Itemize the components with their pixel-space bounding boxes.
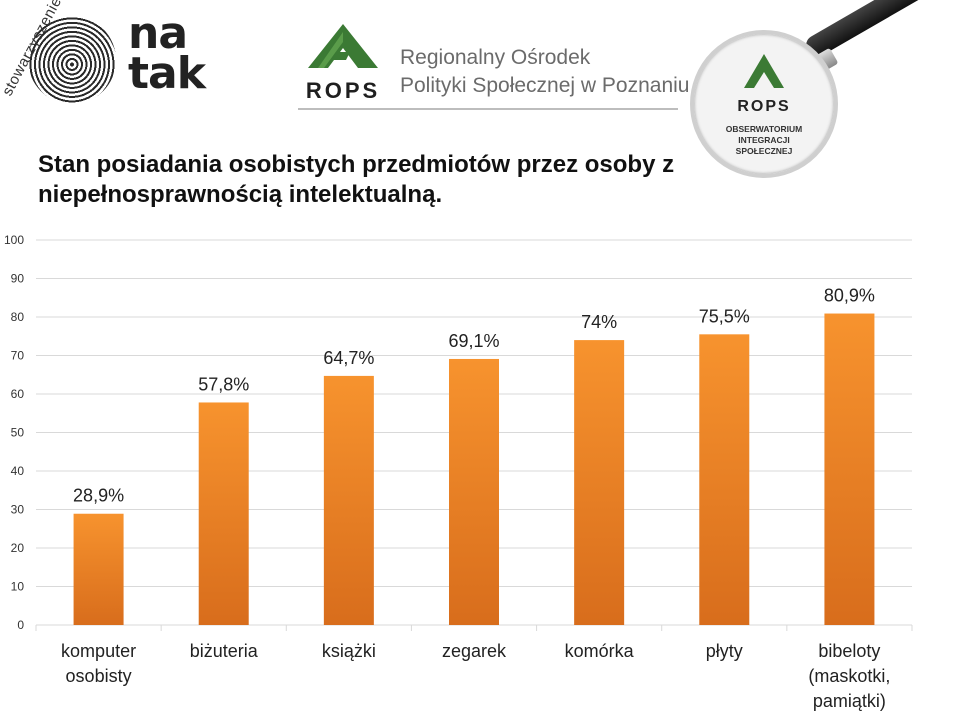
bar-chart: 0 10 20 30 40 50 60 70 80 90 100 28,9% komputer osobi…	[4, 233, 913, 711]
observatory-logo-text: ROPS	[737, 98, 791, 115]
rops-emblem-icon	[308, 24, 378, 68]
observatory-logo: ROPS OBSERWATORIUM INTEGRACJI SPOŁECZNEJ	[690, 30, 838, 178]
y-tick-label: 20	[11, 541, 25, 555]
data-label: 28,9%	[73, 486, 124, 506]
header: stowarzyszenie na tak ROPS Regionalny Oś…	[0, 0, 960, 178]
y-tick-label: 40	[11, 464, 25, 478]
bar	[323, 375, 374, 625]
category-label-line: książki	[322, 641, 376, 661]
bar-layer	[73, 313, 875, 625]
category-label: komórka	[565, 641, 635, 661]
page-title: Stan posiadania osobistych przedmiotów p…	[38, 151, 675, 208]
category-label: zegarek	[442, 641, 507, 661]
rops-name-line2: Polityki Społecznej w Poznaniu	[400, 74, 690, 97]
observatory-emblem-icon	[744, 54, 784, 88]
category-label: komputer osobisty	[61, 641, 136, 686]
header-divider	[298, 108, 678, 110]
data-label: 74%	[581, 312, 617, 332]
data-label: 69,1%	[448, 331, 499, 351]
category-label-line: komputer	[61, 641, 136, 661]
observatory-caption: OBSERWATORIUM INTEGRACJI SPOŁECZNEJ	[708, 124, 820, 157]
category-label: biżuteria	[190, 641, 259, 661]
category-label-line: pamiątki)	[813, 691, 886, 711]
rops-logo-text: ROPS	[305, 78, 381, 103]
fingerprint-icon	[28, 16, 116, 104]
category-label-line: zegarek	[442, 641, 507, 661]
bar	[198, 402, 249, 625]
y-tick-label: 50	[11, 426, 25, 440]
category-label: bibeloty (maskotki, pamiątki)	[808, 641, 890, 711]
y-tick-label: 30	[11, 503, 25, 517]
data-label: 80,9%	[824, 286, 875, 306]
bar	[574, 340, 625, 625]
natak-word-line1: na	[128, 8, 188, 59]
category-label-line: płyty	[706, 641, 743, 661]
bar	[73, 513, 124, 625]
rops-name: Regionalny Ośrodek Polityki Społecznej w…	[400, 44, 690, 100]
bar	[699, 334, 750, 625]
category-label-line: komórka	[565, 641, 635, 661]
category-label: płyty	[706, 641, 743, 661]
natak-word-line2: tak	[128, 48, 206, 99]
y-tick-label: 0	[17, 618, 24, 632]
y-tick-label: 80	[11, 310, 25, 324]
observatory-line1: OBSERWATORIUM	[725, 124, 803, 134]
data-label: 57,8%	[198, 374, 249, 394]
data-label: 64,7%	[323, 348, 374, 368]
category-label-line: osobisty	[66, 666, 132, 686]
rops-name-line1: Regionalny Ośrodek	[400, 46, 591, 69]
data-label: 75,5%	[699, 306, 750, 326]
observatory-line3: SPOŁECZNEJ	[735, 146, 793, 156]
y-tick-label: 60	[11, 387, 25, 401]
category-label-line: bibeloty	[818, 641, 880, 661]
observatory-line2: INTEGRACJI	[738, 135, 790, 145]
rops-logo: ROPS	[298, 22, 388, 103]
natak-logo: stowarzyszenie na tak	[0, 0, 218, 104]
category-label: książki	[322, 641, 376, 661]
bar	[824, 313, 875, 625]
label-layer: 0 10 20 30 40 50 60 70 80 90 100 28,9% komputer osobi…	[4, 233, 890, 711]
category-label-line: (maskotki,	[808, 666, 890, 686]
y-tick-label: 10	[11, 580, 25, 594]
y-tick-label: 100	[4, 233, 24, 247]
y-tick-label: 90	[11, 272, 25, 286]
category-label-line: biżuteria	[190, 641, 259, 661]
natak-wordmark: na tak	[128, 8, 206, 99]
bar	[449, 358, 499, 625]
y-tick-label: 70	[11, 349, 25, 363]
